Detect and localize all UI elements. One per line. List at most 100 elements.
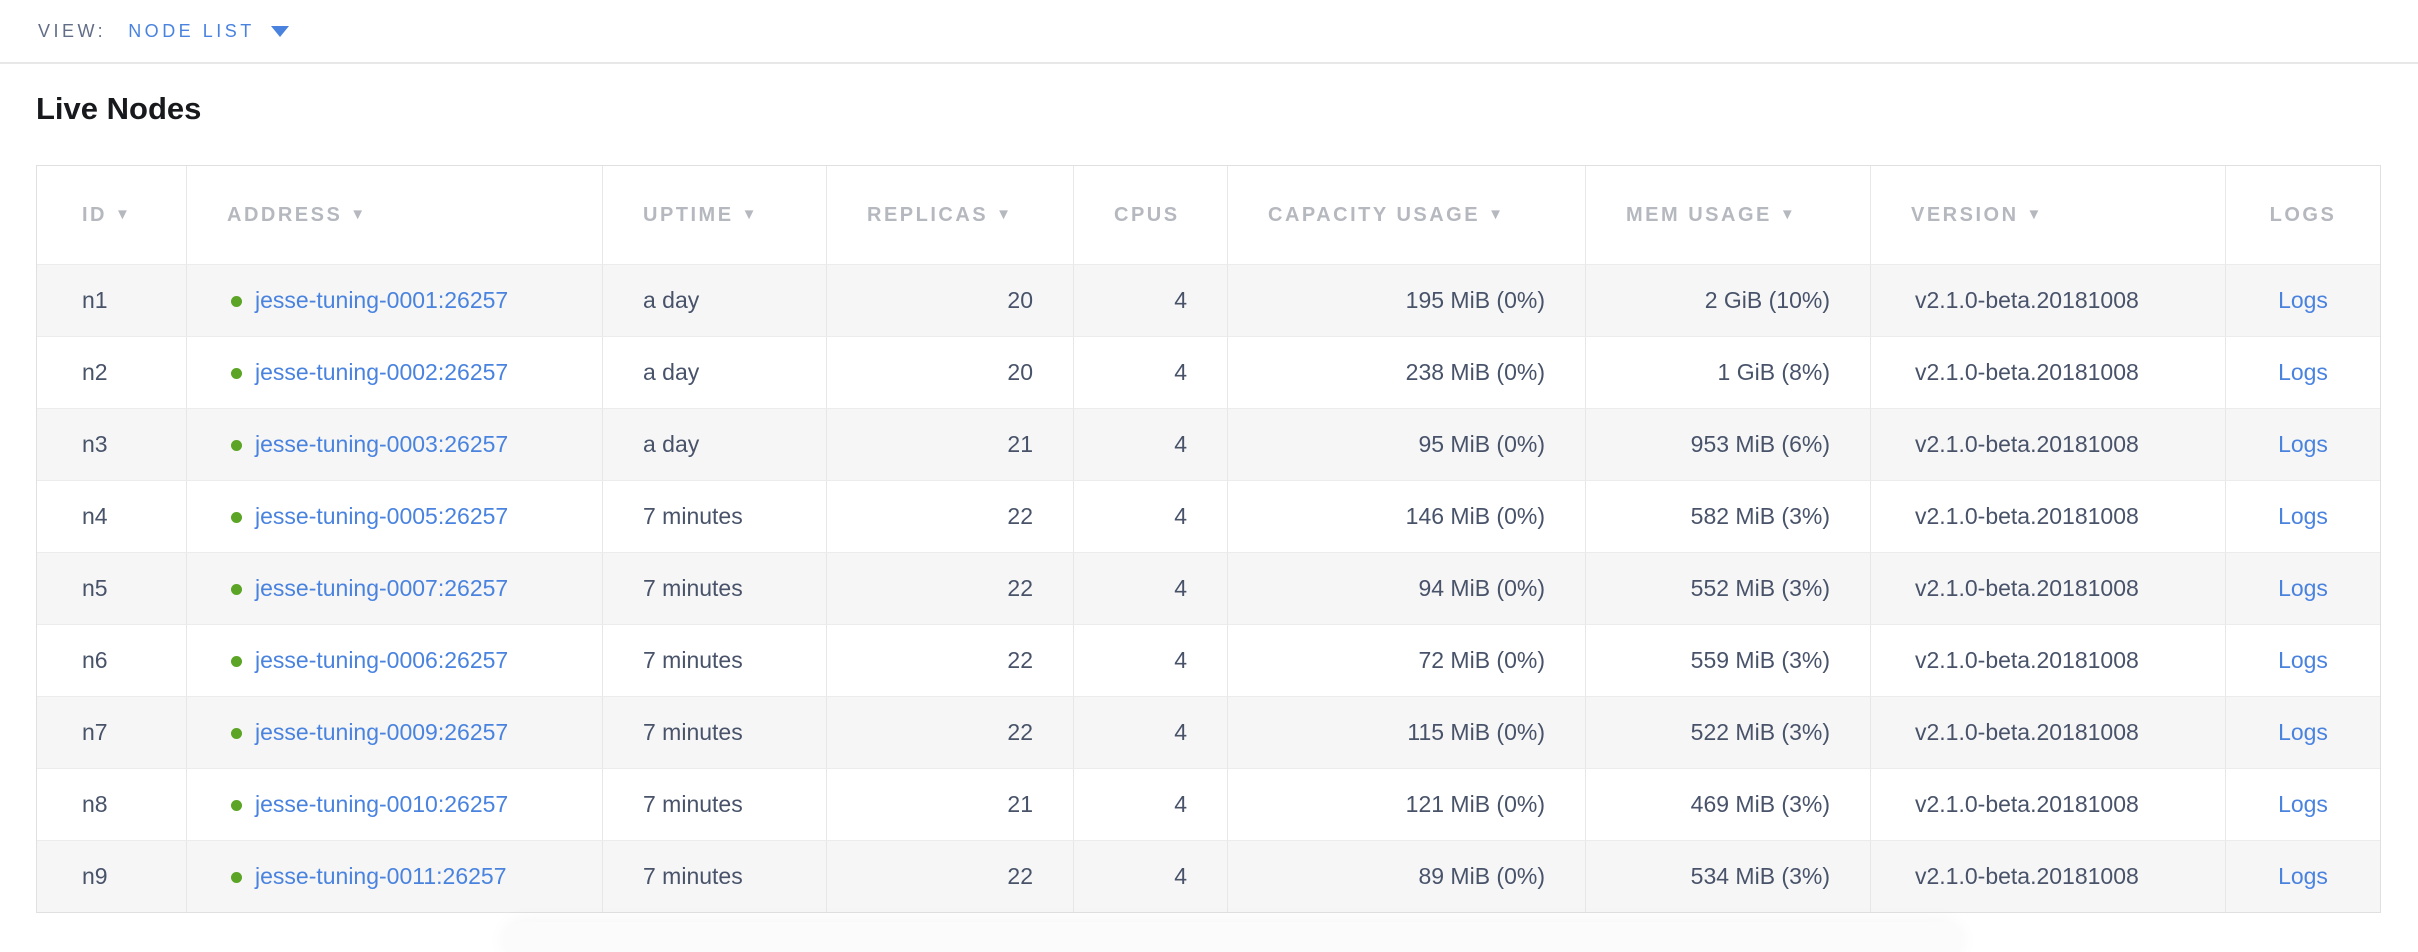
- node-address-link[interactable]: jesse-tuning-0009:26257: [255, 719, 509, 745]
- view-dropdown[interactable]: NODE LIST: [128, 21, 289, 42]
- node-logs-cell: Logs: [2226, 696, 2380, 768]
- node-health-dot-icon: [231, 872, 242, 883]
- column-header-uptime[interactable]: UPTIME ▼: [603, 166, 827, 264]
- table-row: n9 jesse-tuning-0011:26257 7 minutes 22 …: [37, 840, 2380, 912]
- node-id-cell: n7: [37, 696, 187, 768]
- node-uptime-cell: 7 minutes: [603, 768, 827, 840]
- node-capacity-cell: 115 MiB (0%): [1228, 696, 1586, 768]
- node-logs-cell: Logs: [2226, 840, 2380, 912]
- node-capacity-cell: 195 MiB (0%): [1228, 264, 1586, 336]
- node-version-cell: v2.1.0-beta.20181008: [1871, 336, 2226, 408]
- node-address-link[interactable]: jesse-tuning-0002:26257: [255, 359, 509, 385]
- column-header-replicas[interactable]: REPLICAS ▼: [827, 166, 1074, 264]
- table-row: n2 jesse-tuning-0002:26257 a day 20 4 23…: [37, 336, 2380, 408]
- node-logs-cell: Logs: [2226, 552, 2380, 624]
- node-health-dot-icon: [231, 584, 242, 595]
- node-cpus-cell: 4: [1074, 624, 1228, 696]
- table-row: n6 jesse-tuning-0006:26257 7 minutes 22 …: [37, 624, 2380, 696]
- column-header-capacity[interactable]: CAPACITY USAGE ▼: [1228, 166, 1586, 264]
- node-logs-link[interactable]: Logs: [2278, 503, 2328, 529]
- node-id-cell: n1: [37, 264, 187, 336]
- chevron-down-icon: [270, 25, 289, 37]
- node-id-cell: n4: [37, 480, 187, 552]
- live-nodes-table: ID ▼ ADDRESS ▼ UPTIME ▼ REPLICAS ▼ CPUS CAPACITY …: [36, 165, 2381, 913]
- node-address-cell: jesse-tuning-0003:26257: [187, 408, 603, 480]
- node-address-link[interactable]: jesse-tuning-0011:26257: [255, 863, 507, 889]
- node-version-cell: v2.1.0-beta.20181008: [1871, 840, 2226, 912]
- node-cpus-cell: 4: [1074, 768, 1228, 840]
- column-header-address[interactable]: ADDRESS ▼: [187, 166, 603, 264]
- column-header-label: REPLICAS: [867, 203, 989, 226]
- table-row: n5 jesse-tuning-0007:26257 7 minutes 22 …: [37, 552, 2380, 624]
- node-capacity-cell: 238 MiB (0%): [1228, 336, 1586, 408]
- column-header-id[interactable]: ID ▼: [37, 166, 187, 264]
- node-address-cell: jesse-tuning-0005:26257: [187, 480, 603, 552]
- node-uptime-cell: a day: [603, 408, 827, 480]
- node-capacity-cell: 95 MiB (0%): [1228, 408, 1586, 480]
- node-address-cell: jesse-tuning-0010:26257: [187, 768, 603, 840]
- node-cpus-cell: 4: [1074, 480, 1228, 552]
- node-mem-cell: 534 MiB (3%): [1586, 840, 1871, 912]
- node-address-link[interactable]: jesse-tuning-0005:26257: [255, 503, 509, 529]
- node-mem-cell: 2 GiB (10%): [1586, 264, 1871, 336]
- node-mem-cell: 522 MiB (3%): [1586, 696, 1871, 768]
- table-row: n7 jesse-tuning-0009:26257 7 minutes 22 …: [37, 696, 2380, 768]
- node-logs-link[interactable]: Logs: [2278, 431, 2328, 457]
- view-dropdown-value: NODE LIST: [128, 20, 255, 41]
- node-mem-cell: 953 MiB (6%): [1586, 408, 1871, 480]
- node-logs-link[interactable]: Logs: [2278, 287, 2328, 313]
- node-health-dot-icon: [231, 368, 242, 379]
- sort-desc-icon: ▼: [115, 205, 133, 223]
- node-address-link[interactable]: jesse-tuning-0003:26257: [255, 431, 509, 457]
- column-header-label: MEM USAGE: [1626, 203, 1772, 226]
- column-header-mem[interactable]: MEM USAGE ▼: [1586, 166, 1871, 264]
- node-logs-link[interactable]: Logs: [2278, 791, 2328, 817]
- node-capacity-cell: 72 MiB (0%): [1228, 624, 1586, 696]
- table-header-row: ID ▼ ADDRESS ▼ UPTIME ▼ REPLICAS ▼ CPUS CAPACITY …: [37, 166, 2380, 264]
- node-replicas-cell: 20: [827, 336, 1074, 408]
- column-header-version[interactable]: VERSION ▼: [1871, 166, 2226, 264]
- node-id-cell: n3: [37, 408, 187, 480]
- node-logs-link[interactable]: Logs: [2278, 359, 2328, 385]
- node-cpus-cell: 4: [1074, 408, 1228, 480]
- node-uptime-cell: 7 minutes: [603, 624, 827, 696]
- node-logs-cell: Logs: [2226, 336, 2380, 408]
- page-title: Live Nodes: [36, 91, 202, 126]
- node-version-cell: v2.1.0-beta.20181008: [1871, 552, 2226, 624]
- column-header-label: UPTIME: [643, 203, 734, 226]
- node-capacity-cell: 89 MiB (0%): [1228, 840, 1586, 912]
- node-uptime-cell: 7 minutes: [603, 696, 827, 768]
- node-health-dot-icon: [231, 440, 242, 451]
- table-row: n8 jesse-tuning-0010:26257 7 minutes 21 …: [37, 768, 2380, 840]
- node-logs-cell: Logs: [2226, 480, 2380, 552]
- node-version-cell: v2.1.0-beta.20181008: [1871, 264, 2226, 336]
- node-replicas-cell: 21: [827, 768, 1074, 840]
- node-mem-cell: 1 GiB (8%): [1586, 336, 1871, 408]
- node-logs-link[interactable]: Logs: [2278, 647, 2328, 673]
- node-logs-link[interactable]: Logs: [2278, 575, 2328, 601]
- column-header-label: CPUS: [1114, 203, 1180, 226]
- node-uptime-cell: a day: [603, 264, 827, 336]
- sort-desc-icon: ▼: [741, 205, 759, 223]
- node-logs-link[interactable]: Logs: [2278, 719, 2328, 745]
- column-header-logs: LOGS: [2226, 166, 2380, 264]
- node-health-dot-icon: [231, 512, 242, 523]
- node-id-cell: n5: [37, 552, 187, 624]
- column-header-label: LOGS: [2269, 203, 2337, 226]
- node-capacity-cell: 121 MiB (0%): [1228, 768, 1586, 840]
- node-id-cell: n6: [37, 624, 187, 696]
- node-address-link[interactable]: jesse-tuning-0001:26257: [255, 287, 509, 313]
- node-address-link[interactable]: jesse-tuning-0006:26257: [255, 647, 509, 673]
- node-replicas-cell: 22: [827, 696, 1074, 768]
- node-address-cell: jesse-tuning-0002:26257: [187, 336, 603, 408]
- node-logs-cell: Logs: [2226, 768, 2380, 840]
- node-address-link[interactable]: jesse-tuning-0007:26257: [255, 575, 509, 601]
- node-address-cell: jesse-tuning-0009:26257: [187, 696, 603, 768]
- column-header-label: ID: [82, 203, 107, 226]
- view-bar: VIEW: NODE LIST: [0, 0, 2418, 64]
- node-mem-cell: 582 MiB (3%): [1586, 480, 1871, 552]
- node-logs-link[interactable]: Logs: [2278, 863, 2328, 889]
- node-address-link[interactable]: jesse-tuning-0010:26257: [255, 791, 509, 817]
- next-card-edge: [505, 922, 1960, 952]
- sort-desc-icon: ▼: [350, 205, 368, 223]
